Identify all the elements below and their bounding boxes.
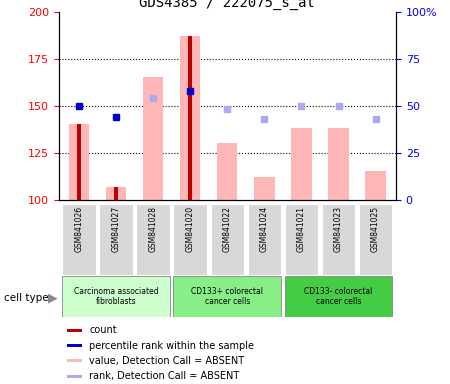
- Text: ▶: ▶: [48, 291, 58, 304]
- Bar: [67, 375, 82, 378]
- Text: CD133+ colorectal
cancer cells: CD133+ colorectal cancer cells: [191, 287, 263, 306]
- Bar: [322, 204, 355, 275]
- Bar: [285, 204, 318, 275]
- Bar: [328, 128, 349, 200]
- Bar: [173, 276, 281, 317]
- Text: count: count: [90, 325, 117, 335]
- Title: GDS4385 / 222075_s_at: GDS4385 / 222075_s_at: [140, 0, 315, 10]
- Bar: [62, 204, 95, 275]
- Bar: [106, 187, 126, 200]
- Text: GSM841028: GSM841028: [148, 206, 157, 252]
- Bar: [173, 204, 207, 275]
- Text: percentile rank within the sample: percentile rank within the sample: [90, 341, 254, 351]
- Text: value, Detection Call = ABSENT: value, Detection Call = ABSENT: [90, 356, 245, 366]
- Text: GSM841025: GSM841025: [371, 206, 380, 252]
- Text: rank, Detection Call = ABSENT: rank, Detection Call = ABSENT: [90, 371, 240, 381]
- Bar: [365, 171, 386, 200]
- Bar: [291, 128, 311, 200]
- Text: GSM841026: GSM841026: [74, 206, 83, 252]
- Bar: [67, 359, 82, 362]
- Bar: [188, 36, 192, 200]
- Text: GSM841023: GSM841023: [334, 206, 343, 252]
- Bar: [359, 204, 392, 275]
- Bar: [180, 36, 200, 200]
- Bar: [136, 204, 170, 275]
- Bar: [99, 204, 133, 275]
- Bar: [62, 276, 170, 317]
- Bar: [248, 204, 281, 275]
- Text: GSM841022: GSM841022: [223, 206, 232, 252]
- Bar: [67, 329, 82, 332]
- Text: Carcinoma associated
fibroblasts: Carcinoma associated fibroblasts: [74, 287, 158, 306]
- Text: GSM841020: GSM841020: [186, 206, 195, 252]
- Bar: [211, 204, 244, 275]
- Bar: [285, 276, 392, 317]
- Bar: [254, 177, 274, 200]
- Bar: [69, 124, 89, 200]
- Bar: [217, 143, 238, 200]
- Bar: [114, 187, 118, 200]
- Text: GSM841021: GSM841021: [297, 206, 306, 252]
- Text: GSM841024: GSM841024: [260, 206, 269, 252]
- Text: CD133- colorectal
cancer cells: CD133- colorectal cancer cells: [304, 287, 373, 306]
- Bar: [143, 78, 163, 200]
- Bar: [67, 344, 82, 347]
- Text: cell type: cell type: [4, 293, 49, 303]
- Bar: [77, 124, 81, 200]
- Text: GSM841027: GSM841027: [112, 206, 121, 252]
